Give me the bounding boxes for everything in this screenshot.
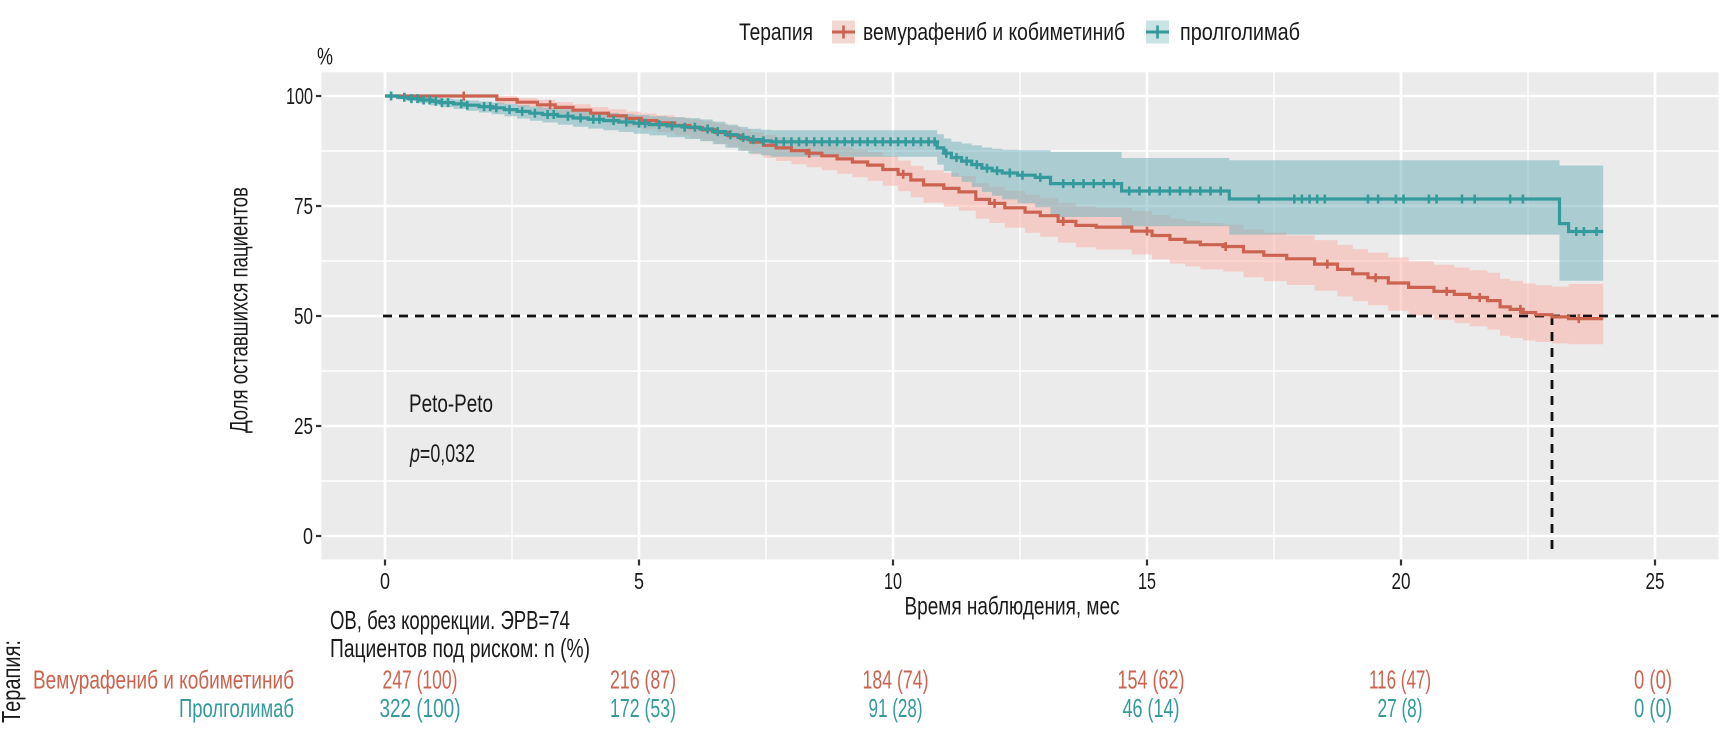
svg-text:91 (28): 91 (28) (869, 693, 923, 723)
svg-text:пролголимаб: пролголимаб (1180, 19, 1300, 46)
svg-text:Время наблюдения, мес: Время наблюдения, мес (905, 593, 1120, 621)
svg-text:46 (14): 46 (14) (1123, 693, 1180, 723)
svg-text:Пациентов под риском: n (%): Пациентов под риском: n (%) (330, 633, 590, 663)
svg-text:0: 0 (303, 523, 313, 549)
svg-text:Доля оставшихся пациентов: Доля оставшихся пациентов (226, 187, 254, 433)
svg-text:10: 10 (884, 568, 902, 594)
svg-text:116 (47): 116 (47) (1369, 665, 1431, 695)
svg-text:%: % (317, 44, 333, 71)
svg-text:172 (53): 172 (53) (610, 693, 676, 723)
svg-text:20: 20 (1392, 568, 1411, 594)
svg-text:Терапия: Терапия (739, 19, 813, 46)
svg-text:ОВ, без коррекции. ЭРВ=74: ОВ, без коррекции. ЭРВ=74 (330, 605, 570, 635)
svg-text:25: 25 (294, 413, 313, 439)
svg-text:247 (100): 247 (100) (383, 665, 458, 695)
svg-text:25: 25 (1646, 568, 1665, 594)
svg-text:322 (100): 322 (100) (380, 693, 461, 723)
svg-text:100: 100 (286, 83, 313, 109)
svg-text:75: 75 (294, 193, 313, 219)
svg-text:0: 0 (380, 568, 390, 594)
svg-text:184 (74): 184 (74) (863, 665, 929, 695)
svg-text:15: 15 (1138, 568, 1156, 594)
svg-text:5: 5 (634, 568, 644, 594)
svg-text:Вемурафениб и кобиметиниб: Вемурафениб и кобиметиниб (33, 665, 294, 695)
svg-text:Пролголимаб: Пролголимаб (179, 693, 294, 723)
svg-text:0 (0): 0 (0) (1634, 693, 1672, 723)
svg-text:вемурафениб и кобиметиниб: вемурафениб и кобиметиниб (863, 19, 1125, 46)
svg-text:Терапия:: Терапия: (0, 640, 26, 723)
svg-text:50: 50 (294, 303, 313, 329)
svg-text:Peto-Peto: Peto-Peto (409, 390, 493, 418)
svg-text:0 (0): 0 (0) (1634, 665, 1672, 695)
svg-text:p=0,032: p=0,032 (409, 440, 475, 468)
svg-text:154 (62): 154 (62) (1118, 665, 1185, 695)
svg-text:27 (8): 27 (8) (1378, 693, 1423, 723)
svg-text:216 (87): 216 (87) (610, 665, 676, 695)
